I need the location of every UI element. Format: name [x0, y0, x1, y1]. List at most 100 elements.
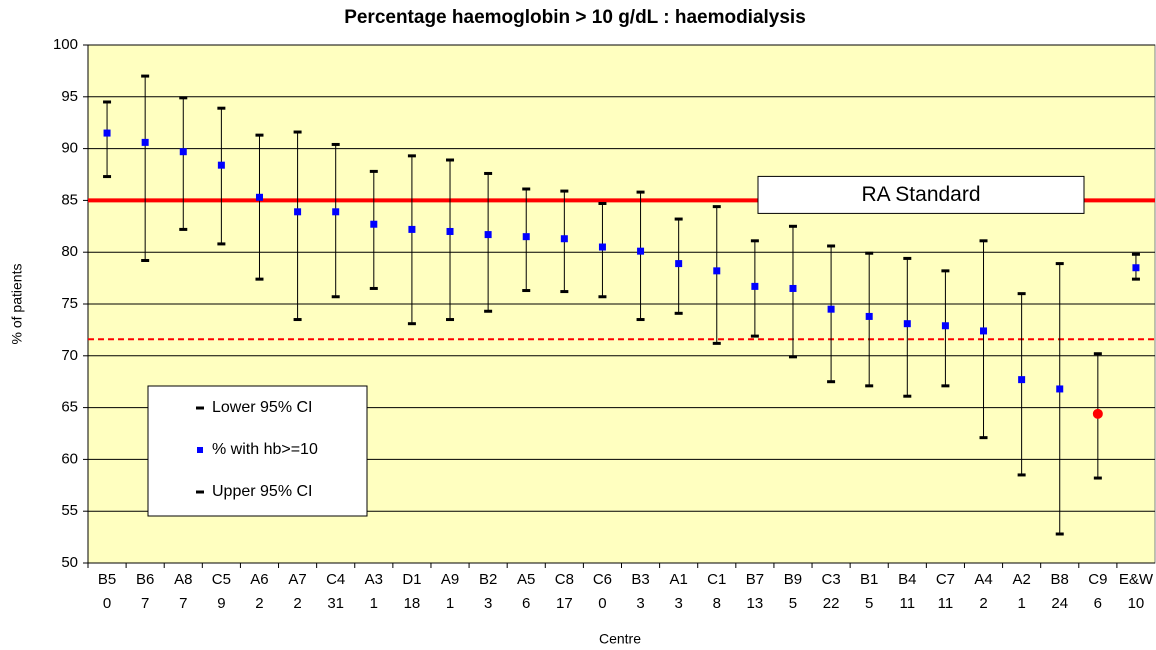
x-tick-sublabel: 8: [713, 595, 721, 612]
x-tick-sublabel: 1: [1017, 595, 1025, 612]
x-tick-label: C7: [936, 571, 955, 588]
x-tick-sublabel: 24: [1051, 595, 1068, 612]
y-tick-label: 75: [61, 295, 78, 312]
x-tick-sublabel: 6: [1094, 595, 1102, 612]
point: [484, 231, 492, 239]
x-tick-sublabel: 3: [674, 595, 682, 612]
point: [675, 260, 683, 268]
x-tick-sublabel: 11: [900, 595, 916, 612]
point: [446, 227, 454, 235]
point: [1018, 376, 1026, 384]
legend-label: % with hb>=10: [212, 441, 318, 458]
x-tick-label: A5: [517, 571, 535, 588]
legend-swatch: [197, 447, 203, 453]
y-tick-label: 65: [61, 399, 78, 416]
x-tick-sublabel: 31: [327, 595, 344, 612]
x-tick-label: B1: [860, 571, 878, 588]
x-tick-label: E&W: [1119, 571, 1154, 588]
x-tick-sublabel: 5: [789, 595, 797, 612]
y-tick-label: 55: [61, 502, 78, 519]
y-tick-label: 80: [61, 243, 78, 260]
point: [560, 235, 568, 243]
x-tick-label: B8: [1051, 571, 1069, 588]
x-tick-label: C8: [555, 571, 574, 588]
point: [598, 243, 606, 251]
x-tick-label: B3: [631, 571, 649, 588]
x-tick-sublabel: 0: [103, 595, 111, 612]
y-tick-label: 100: [53, 36, 78, 53]
point: [255, 193, 263, 201]
x-tick-label: A2: [1012, 571, 1030, 588]
point: [370, 220, 378, 228]
x-tick-sublabel: 11: [938, 595, 954, 612]
x-tick-label: B5: [98, 571, 116, 588]
x-tick-sublabel: 2: [255, 595, 263, 612]
x-tick-label: C6: [593, 571, 612, 588]
y-tick-label: 60: [61, 450, 78, 467]
x-tick-sublabel: 22: [823, 595, 840, 612]
point: [141, 138, 149, 146]
chart-title: Percentage haemoglobin > 10 g/dL : haemo…: [344, 7, 806, 28]
x-tick-label: B4: [898, 571, 916, 588]
x-tick-sublabel: 1: [446, 595, 454, 612]
x-tick-label: A8: [174, 571, 192, 588]
x-tick-sublabel: 18: [404, 595, 421, 612]
x-tick-sublabel: 9: [217, 595, 225, 612]
point: [522, 233, 530, 241]
x-tick-sublabel: 6: [522, 595, 530, 612]
x-tick-label: D1: [402, 571, 421, 588]
x-axis-label: Centre: [599, 631, 641, 647]
point: [408, 225, 416, 233]
point: [637, 247, 645, 255]
y-tick-label: 90: [61, 140, 78, 157]
legend-label: Upper 95% CI: [212, 483, 313, 500]
x-tick-sublabel: 10: [1128, 595, 1145, 612]
point: [179, 148, 187, 156]
x-tick-label: A4: [974, 571, 992, 588]
point: [294, 208, 302, 216]
point: [865, 312, 873, 320]
y-tick-label: 70: [61, 347, 78, 364]
x-tick-label: B9: [784, 571, 802, 588]
point: [1092, 408, 1103, 419]
x-tick-sublabel: 0: [598, 595, 606, 612]
x-tick-label: C9: [1088, 571, 1107, 588]
x-tick-label: B2: [479, 571, 497, 588]
legend-box: [147, 385, 368, 517]
x-tick-label: C3: [821, 571, 840, 588]
x-tick-sublabel: 2: [293, 595, 301, 612]
legend-label: Lower 95% CI: [212, 399, 313, 416]
point: [332, 208, 340, 216]
y-tick-label: 95: [61, 88, 78, 105]
point: [789, 284, 797, 292]
x-tick-sublabel: 5: [865, 595, 873, 612]
reference-label-box: [757, 175, 1085, 214]
x-tick-sublabel: 17: [556, 595, 573, 612]
x-tick-sublabel: 2: [979, 595, 987, 612]
point: [980, 327, 988, 335]
point: [827, 305, 835, 313]
x-tick-sublabel: 3: [636, 595, 644, 612]
point: [751, 282, 759, 290]
y-tick-label: 50: [61, 554, 78, 571]
x-tick-label: A9: [441, 571, 459, 588]
reference-label: RA Standard: [861, 183, 980, 206]
x-tick-label: B6: [136, 571, 154, 588]
x-tick-label: C1: [707, 571, 726, 588]
point: [217, 161, 225, 169]
point: [713, 267, 721, 275]
x-tick-sublabel: 7: [141, 595, 149, 612]
y-axis-label: % of patients: [9, 264, 25, 345]
x-tick-label: A1: [669, 571, 687, 588]
point: [1132, 264, 1140, 272]
x-tick-sublabel: 3: [484, 595, 492, 612]
point: [103, 129, 111, 137]
x-tick-label: C4: [326, 571, 345, 588]
point: [903, 320, 911, 328]
x-tick-label: A7: [288, 571, 306, 588]
point: [1056, 385, 1064, 393]
x-tick-label: C5: [212, 571, 231, 588]
x-tick-sublabel: 13: [747, 595, 764, 612]
x-tick-label: B7: [746, 571, 764, 588]
